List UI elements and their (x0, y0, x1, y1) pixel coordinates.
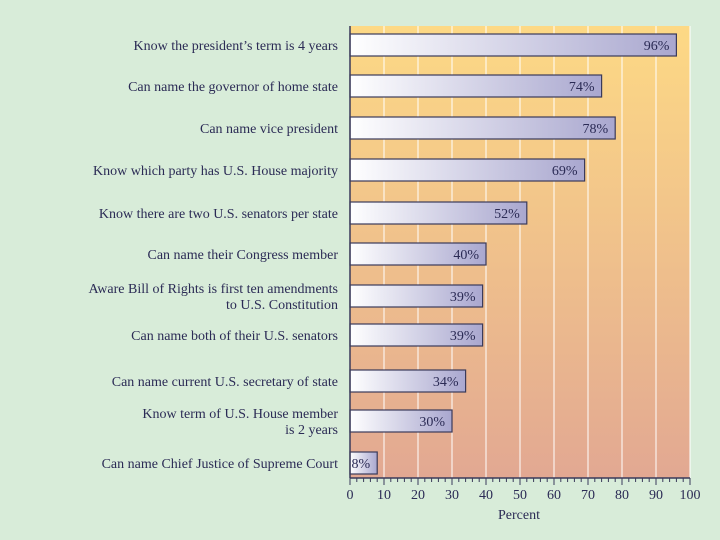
bar-value-label: 78% (583, 122, 609, 137)
category-label: is 2 years (285, 423, 338, 438)
bars: 96% 74% 78% 69% 52% 40% 39% 39% 34% 30% 8% (349, 33, 677, 475)
x-axis: 0 10 20 30 40 50 60 70 80 90 100 (347, 26, 701, 503)
category-label: Can name the governor of home state (128, 80, 338, 95)
bar-value-label: 52% (494, 207, 520, 222)
bar (349, 158, 586, 182)
x-tick-label: 0 (347, 488, 354, 503)
x-tick-label: 20 (411, 488, 425, 503)
x-axis-title: Percent (498, 508, 540, 523)
bar-value-label: 69% (552, 164, 578, 179)
category-label: Can name current U.S. secretary of state (112, 375, 338, 390)
x-tick-label: 70 (581, 488, 595, 503)
category-label: Can name their Congress member (147, 248, 338, 263)
category-label: Know there are two U.S. senators per sta… (99, 207, 338, 222)
bar-value-label: 96% (644, 39, 670, 54)
x-tick-label: 30 (445, 488, 459, 503)
bar-value-label: 39% (450, 329, 476, 344)
x-tick-label: 10 (377, 488, 391, 503)
bar-value-label: 39% (450, 290, 476, 305)
category-label: to U.S. Constitution (226, 298, 338, 313)
x-tick-label: 60 (547, 488, 561, 503)
x-tick-label: 100 (680, 488, 701, 503)
bar (349, 116, 616, 140)
x-tick-label: 90 (649, 488, 663, 503)
category-labels: Know the president’s term is 4 years Can … (88, 39, 338, 472)
category-label: Can name both of their U.S. senators (131, 329, 338, 344)
x-tick-label: 50 (513, 488, 527, 503)
bar-value-label: 74% (569, 80, 595, 95)
category-label: Know term of U.S. House member (142, 407, 338, 422)
category-label: Know which party has U.S. House majority (93, 164, 338, 179)
bar (349, 74, 603, 98)
category-label: Aware Bill of Rights is first ten amendm… (88, 282, 338, 297)
bar-value-label: 34% (433, 375, 459, 390)
x-tick-label: 40 (479, 488, 493, 503)
bar-value-label: 30% (419, 415, 445, 430)
category-label: Know the president’s term is 4 years (133, 39, 338, 54)
bar-value-label: 8% (352, 457, 371, 472)
bar (349, 33, 677, 57)
bar-value-label: 40% (453, 248, 479, 263)
category-label: Can name Chief Justice of Supreme Court (102, 457, 339, 472)
category-label: Can name vice president (200, 122, 338, 137)
x-tick-label: 80 (615, 488, 629, 503)
